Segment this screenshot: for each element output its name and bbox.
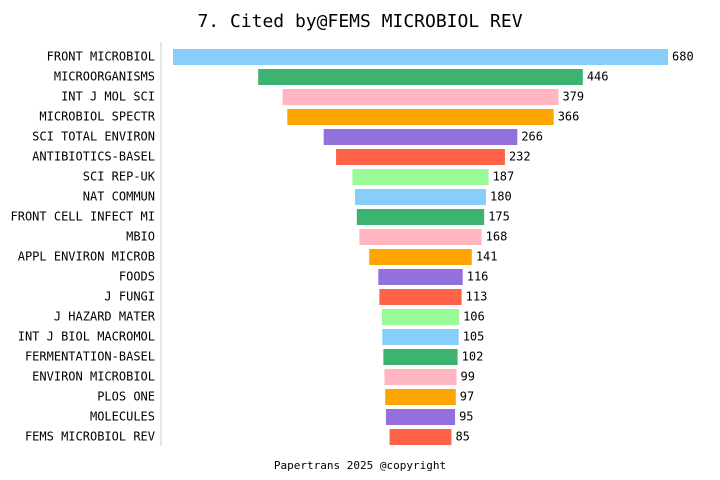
value-label: 116 bbox=[467, 270, 489, 284]
y-tick-label: INT J MOL SCI bbox=[61, 90, 155, 104]
bar bbox=[287, 109, 554, 125]
y-tick-label: FOODS bbox=[119, 270, 155, 284]
value-label: 175 bbox=[488, 210, 510, 224]
bar bbox=[258, 69, 583, 85]
value-label: 379 bbox=[562, 90, 584, 104]
y-tick-label: ANTIBIOTICS-BASEL bbox=[32, 150, 155, 164]
bar bbox=[359, 229, 482, 245]
y-tick-label: SCI REP-UK bbox=[83, 170, 156, 184]
y-tick-label: FRONT MICROBIOL bbox=[47, 50, 155, 64]
bar bbox=[389, 429, 452, 445]
bar bbox=[352, 169, 489, 185]
y-tick-label: MBIO bbox=[126, 230, 155, 244]
value-label: 99 bbox=[461, 370, 475, 384]
value-label: 113 bbox=[466, 290, 488, 304]
bar bbox=[378, 269, 463, 285]
value-label: 366 bbox=[558, 110, 580, 124]
value-label: 266 bbox=[521, 130, 543, 144]
value-label: 106 bbox=[463, 310, 485, 324]
bar bbox=[282, 89, 559, 105]
y-tick-label: FERMENTATION-BASEL bbox=[25, 350, 155, 364]
bar bbox=[173, 49, 668, 65]
bar bbox=[379, 289, 462, 305]
y-tick-label: J FUNGI bbox=[104, 290, 155, 304]
chart-title: 7. Cited by@FEMS MICROBIOL REV bbox=[197, 11, 522, 32]
value-label: 97 bbox=[460, 390, 474, 404]
y-tick-label: ENVIRON MICROBIOL bbox=[32, 370, 155, 384]
y-tick-label: MICROORGANISMS bbox=[54, 70, 155, 84]
footer: Papertrans 2025 @copyright bbox=[274, 459, 446, 472]
y-tick-label: J HAZARD MATER bbox=[54, 310, 156, 324]
y-tick-label: NAT COMMUN bbox=[83, 190, 155, 204]
y-tick-label: MOLECULES bbox=[90, 410, 155, 424]
value-label: 102 bbox=[462, 350, 484, 364]
y-tick-label: FEMS MICROBIOL REV bbox=[25, 430, 155, 444]
y-tick-label: MICROBIOL SPECTR bbox=[39, 110, 155, 124]
value-label: 180 bbox=[490, 190, 512, 204]
bar bbox=[383, 349, 458, 365]
bar bbox=[354, 189, 487, 205]
y-tick-label: FRONT CELL INFECT MI bbox=[11, 210, 156, 224]
value-label: 680 bbox=[672, 50, 694, 64]
y-tick-label: INT J BIOL MACROMOL bbox=[18, 330, 155, 344]
value-label: 141 bbox=[476, 250, 498, 264]
bar bbox=[369, 249, 472, 265]
bar bbox=[384, 369, 457, 385]
value-label: 85 bbox=[455, 430, 469, 444]
bar bbox=[381, 309, 460, 325]
bar bbox=[382, 329, 459, 345]
y-tick-label: SCI TOTAL ENVIRON bbox=[32, 130, 155, 144]
value-label: 168 bbox=[486, 230, 508, 244]
bar bbox=[385, 389, 456, 405]
bar bbox=[356, 209, 485, 225]
bar bbox=[323, 129, 518, 145]
y-tick-label: PLOS ONE bbox=[97, 390, 155, 404]
value-label: 95 bbox=[459, 410, 473, 424]
bar bbox=[336, 149, 505, 165]
value-label: 446 bbox=[587, 70, 609, 84]
value-label: 187 bbox=[493, 170, 515, 184]
value-label: 232 bbox=[509, 150, 531, 164]
bar bbox=[385, 409, 456, 425]
value-label: 105 bbox=[463, 330, 485, 344]
y-tick-label: APPL ENVIRON MICROB bbox=[18, 250, 155, 264]
